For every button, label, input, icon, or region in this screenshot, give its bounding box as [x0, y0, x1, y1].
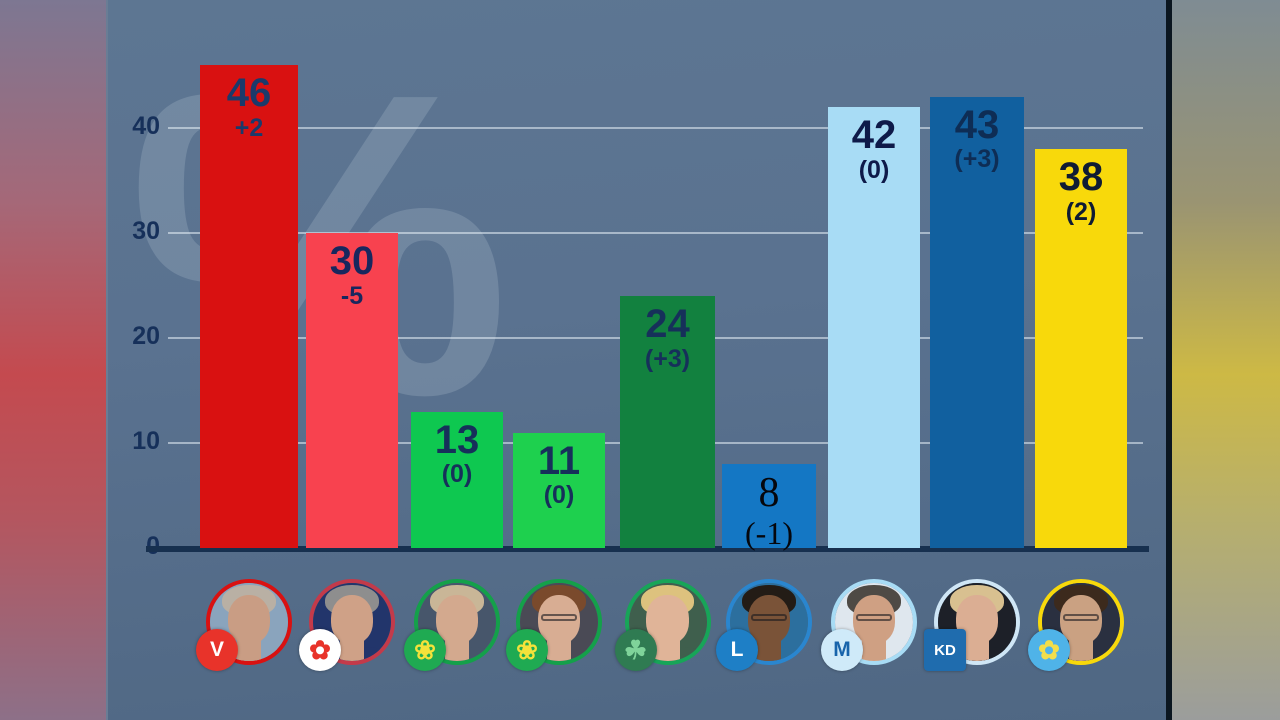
four-leaf-clover-icon: ☘	[614, 629, 657, 671]
bar-5-c: 24 (+3)	[620, 296, 715, 548]
letter-v-icon: V	[196, 629, 238, 671]
avatar-mp: ❀	[506, 579, 602, 671]
bar-7-m: 42 (0)	[828, 107, 920, 548]
bar-delta-label: (2)	[1065, 197, 1097, 226]
bar-value-label: 8	[758, 470, 780, 516]
gridline-30	[168, 232, 1143, 234]
portrait-illustration	[313, 583, 391, 661]
bar-1-v: 46 +2	[200, 65, 298, 548]
bar-8-kd: 43 (+3)	[930, 96, 1024, 548]
blue-flower-icon: ✿	[1028, 629, 1070, 671]
bar-delta-label: (+3)	[644, 344, 691, 373]
avatar-kd: KD	[924, 579, 1020, 671]
avatar-s: ✿	[299, 579, 395, 671]
letter-l-icon: L	[716, 629, 758, 671]
letter-m-icon: M	[821, 629, 863, 671]
bar-value-label: 24	[645, 302, 690, 346]
bar-delta-label: -5	[340, 281, 364, 310]
avatar-l: L	[716, 579, 812, 671]
dandelion-icon: ❀	[506, 629, 548, 671]
portrait-illustration	[835, 583, 913, 661]
bar-9-sd: 38 (2)	[1035, 149, 1127, 548]
avatar-v: V	[196, 579, 292, 671]
bar-2-s: 30 -5	[306, 233, 398, 548]
bar-value-label: 11	[537, 438, 581, 483]
bar-value-label: 13	[434, 417, 480, 462]
band-right-edge	[1166, 0, 1172, 720]
y-tick-label-40: 40	[132, 112, 160, 140]
chart-panel: % 010203040 46+230-513(0)11(0)24(+3)8(-1…	[108, 0, 1168, 720]
bar-delta-label: (+3)	[954, 145, 1000, 174]
dandelion-icon: ❀	[404, 629, 446, 671]
avatar-c: ☘	[614, 579, 711, 671]
red-rose-icon: ✿	[299, 629, 341, 671]
bar-3-mp: 13 (0)	[411, 411, 503, 548]
bar-value-label: 42	[851, 113, 897, 157]
avatar-portrait	[309, 579, 395, 665]
y-tick-label-30: 30	[132, 217, 160, 245]
bar-value-label: 43	[954, 102, 1000, 147]
y-tick-label-10: 10	[132, 427, 160, 455]
decorative-band-right	[1172, 0, 1280, 720]
decorative-band-left	[0, 0, 108, 720]
bar-delta-label: (-1)	[745, 514, 793, 551]
bar-delta-label: (0)	[858, 155, 890, 184]
avatar-sd: ✿	[1028, 579, 1124, 671]
bar-4-mp: 11 (0)	[513, 432, 605, 548]
bar-value-label: 46	[226, 71, 272, 115]
letters-kd-icon: KD	[924, 629, 966, 671]
bar-value-label: 30	[329, 239, 375, 283]
bar-delta-label: +2	[234, 113, 264, 142]
gridline-40	[168, 127, 1143, 129]
bar-6-l: 8 (-1)	[722, 464, 816, 551]
avatar-mp: ❀	[404, 579, 500, 671]
bar-delta-label: (0)	[543, 481, 575, 510]
y-tick-label-20: 20	[132, 322, 160, 350]
bar-value-label: 38	[1058, 155, 1104, 199]
avatar-portrait	[831, 579, 917, 665]
axis-baseline	[146, 546, 1149, 552]
avatar-m: M	[821, 579, 917, 671]
bar-delta-label: (0)	[441, 460, 473, 489]
